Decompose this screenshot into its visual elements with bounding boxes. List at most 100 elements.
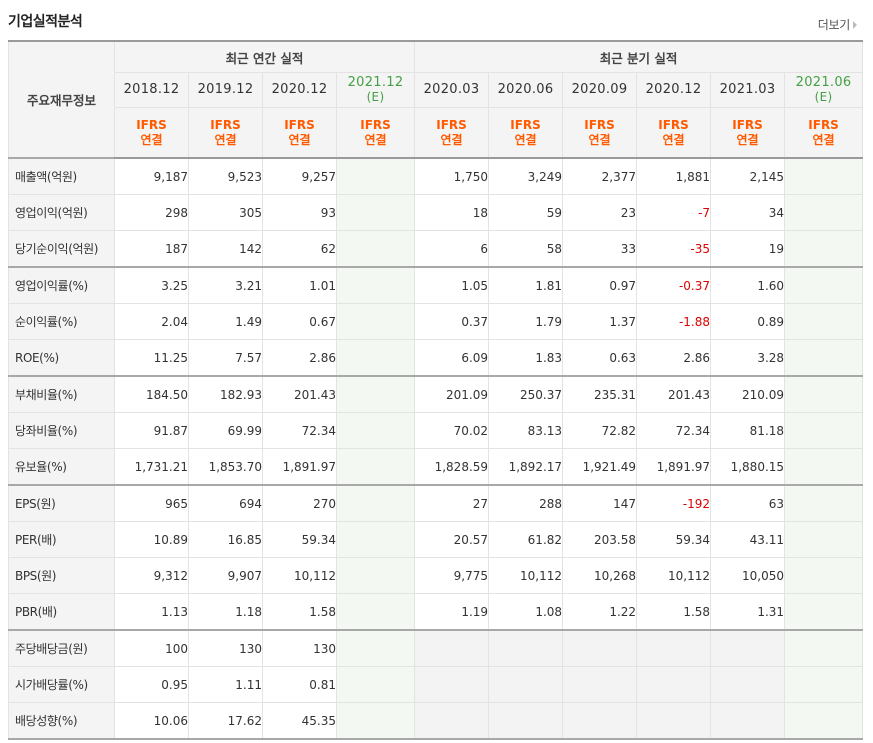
annual-value-cell: 62 bbox=[262, 230, 337, 268]
quarter-value-cell: 83.13 bbox=[488, 412, 564, 449]
quarter-value-cell: 0.63 bbox=[562, 339, 638, 377]
accounting-standard-header: IFRS 연결 bbox=[188, 107, 263, 159]
annual-value-cell bbox=[335, 666, 416, 703]
quarter-value-cell bbox=[414, 702, 490, 740]
quarter-value-cell bbox=[488, 666, 564, 703]
annual-value-cell: 1.01 bbox=[262, 266, 337, 304]
quarter-value-cell: 43.11 bbox=[710, 521, 786, 558]
standard-label: IFRS bbox=[284, 117, 315, 132]
accounting-standard-header: IFRS 연결 bbox=[488, 107, 564, 159]
period-header: 2020.03 bbox=[414, 72, 490, 108]
annual-value-cell: 187 bbox=[114, 230, 189, 268]
annual-value-cell: 91.87 bbox=[114, 412, 189, 449]
table-row: PBR(배) 1.13 1.18 1.58 1.19 1.08 1.22 1.58 1.31 bbox=[8, 593, 864, 631]
annual-value-cell: 9,907 bbox=[188, 557, 263, 594]
quarter-value-cell bbox=[488, 702, 564, 740]
annual-value-cell: 1.49 bbox=[188, 303, 263, 340]
annual-value-cell: 142 bbox=[188, 230, 263, 268]
annual-value-cell bbox=[335, 194, 416, 231]
period-label: 2020.03 bbox=[423, 82, 480, 97]
quarter-value-cell bbox=[636, 702, 712, 740]
annual-value-cell: 184.50 bbox=[114, 375, 189, 413]
annual-value-cell: 1.58 bbox=[262, 593, 337, 631]
table-row: 배당성향(%) 10.06 17.62 45.35 bbox=[8, 702, 864, 740]
quarter-value-cell: -35 bbox=[636, 230, 712, 268]
table-row: 순이익률(%) 2.04 1.49 0.67 0.37 1.79 1.37 -1.88 0.89 bbox=[8, 303, 864, 340]
row-label: 유보율(%) bbox=[8, 448, 115, 486]
annual-value-cell: 1,891.97 bbox=[262, 448, 337, 486]
annual-value-cell bbox=[335, 629, 416, 667]
quarter-value-cell bbox=[710, 702, 786, 740]
quarter-value-cell bbox=[414, 629, 490, 667]
annual-value-cell: 1.13 bbox=[114, 593, 189, 631]
period-label: 2020.12 bbox=[271, 82, 328, 97]
annual-value-cell bbox=[335, 303, 416, 340]
table-row: 부채비율(%) 184.50 182.93 201.43 201.09 250.37 235… bbox=[8, 375, 864, 413]
accounting-standard-header: IFRS 연결 bbox=[636, 107, 712, 159]
quarter-value-cell: 6.09 bbox=[414, 339, 490, 377]
quarter-value-cell bbox=[784, 666, 864, 703]
quarter-value-cell: 34 bbox=[710, 194, 786, 231]
standard-label: IFRS bbox=[436, 117, 467, 132]
consolidation-label: 연결 bbox=[662, 132, 685, 147]
annual-value-cell: 9,523 bbox=[188, 157, 263, 195]
annual-value-cell: 72.34 bbox=[262, 412, 337, 449]
quarter-value-cell: 1,880.15 bbox=[710, 448, 786, 486]
table-row: 영업이익률(%) 3.25 3.21 1.01 1.05 1.81 0.97 -0.37 1.6… bbox=[8, 266, 864, 304]
annual-value-cell: 1.11 bbox=[188, 666, 263, 703]
quarter-value-cell: -192 bbox=[636, 484, 712, 522]
quarter-value-cell bbox=[636, 666, 712, 703]
quarter-value-cell: 10,112 bbox=[636, 557, 712, 594]
annual-value-cell: 1,731.21 bbox=[114, 448, 189, 486]
financial-summary-table: 주요재무정보 최근 연간 실적 최근 분기 실적 2018.12 2019.12 2… bbox=[8, 40, 864, 740]
quarter-value-cell bbox=[784, 521, 864, 558]
consolidation-label: 연결 bbox=[514, 132, 537, 147]
annual-value-cell: 0.81 bbox=[262, 666, 337, 703]
row-label: 영업이익률(%) bbox=[8, 266, 115, 304]
quarter-value-cell bbox=[562, 629, 638, 667]
quarter-value-cell: 59 bbox=[488, 194, 564, 231]
annual-value-cell: 10,112 bbox=[262, 557, 337, 594]
row-label: 영업이익(억원) bbox=[8, 194, 115, 231]
estimate-marker: (E) bbox=[814, 90, 833, 104]
annual-group-header: 최근 연간 실적 bbox=[113, 40, 416, 73]
quarter-value-cell: 10,112 bbox=[488, 557, 564, 594]
quarter-value-cell: 1,881 bbox=[636, 157, 712, 195]
quarter-value-cell: 1.31 bbox=[710, 593, 786, 631]
accounting-standard-header: IFRS 연결 bbox=[710, 107, 786, 159]
row-label: 부채비율(%) bbox=[8, 375, 115, 413]
quarter-value-cell bbox=[784, 157, 864, 195]
standard-label: IFRS bbox=[510, 117, 541, 132]
accounting-standard-header: IFRS 연결 bbox=[114, 107, 189, 159]
row-label-header: 주요재무정보 bbox=[8, 40, 115, 159]
quarter-value-cell: 1.05 bbox=[414, 266, 490, 304]
annual-value-cell bbox=[335, 230, 416, 268]
quarter-value-cell bbox=[784, 230, 864, 268]
annual-value-cell: 2.86 bbox=[262, 339, 337, 377]
quarter-value-cell: 0.37 bbox=[414, 303, 490, 340]
quarter-value-cell: 147 bbox=[562, 484, 638, 522]
annual-value-cell bbox=[335, 484, 416, 522]
accounting-standard-header: IFRS 연결 bbox=[784, 107, 864, 159]
row-label: 매출액(억원) bbox=[8, 157, 115, 195]
standard-label: IFRS bbox=[136, 117, 167, 132]
annual-value-cell: 201.43 bbox=[262, 375, 337, 413]
quarter-value-cell: 6 bbox=[414, 230, 490, 268]
group-header-row: 주요재무정보 최근 연간 실적 최근 분기 실적 bbox=[8, 40, 864, 159]
quarter-value-cell: 10,268 bbox=[562, 557, 638, 594]
quarter-value-cell: 1.22 bbox=[562, 593, 638, 631]
period-header: 2020.06 bbox=[488, 72, 564, 108]
quarter-value-cell: 201.09 bbox=[414, 375, 490, 413]
more-link[interactable]: 더보기 bbox=[818, 16, 857, 33]
standard-label: IFRS bbox=[584, 117, 615, 132]
accounting-standard-header: IFRS 연결 bbox=[335, 107, 416, 159]
quarter-value-cell bbox=[784, 194, 864, 231]
quarter-value-cell: 2,377 bbox=[562, 157, 638, 195]
quarter-value-cell bbox=[784, 557, 864, 594]
quarter-value-cell: -7 bbox=[636, 194, 712, 231]
annual-value-cell: 182.93 bbox=[188, 375, 263, 413]
quarter-value-cell: 0.89 bbox=[710, 303, 786, 340]
quarter-value-cell: 1.19 bbox=[414, 593, 490, 631]
period-label: 2021.12 bbox=[347, 75, 404, 90]
annual-value-cell: 9,257 bbox=[262, 157, 337, 195]
